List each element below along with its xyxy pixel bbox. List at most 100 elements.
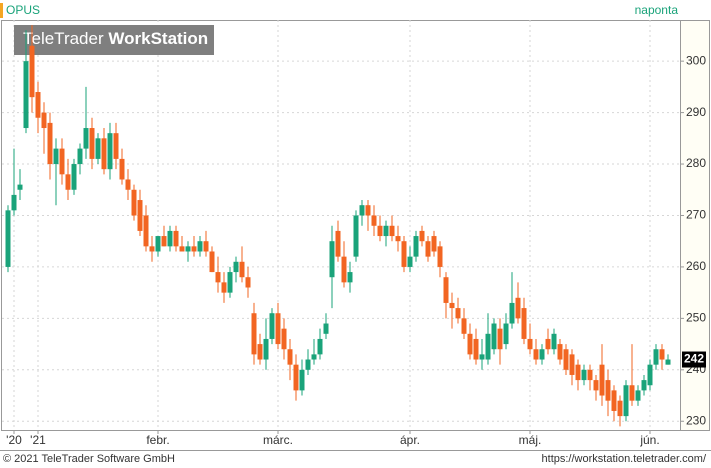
x-tick-label: ápr. xyxy=(400,433,420,447)
candle-body xyxy=(71,164,77,190)
candle-body xyxy=(365,205,371,216)
candle-body xyxy=(527,338,533,350)
candle-body xyxy=(491,323,497,350)
candle-body xyxy=(53,148,59,165)
candle-body xyxy=(95,138,101,159)
candle-body xyxy=(647,364,653,386)
candle-body xyxy=(23,61,29,129)
candle-body xyxy=(641,380,647,391)
candle-body xyxy=(569,354,575,375)
candle-body xyxy=(635,390,641,401)
candle-body xyxy=(287,349,293,365)
candle-body xyxy=(215,272,221,283)
candle-body xyxy=(155,236,161,252)
candle-body xyxy=(11,194,17,211)
candle-body xyxy=(293,364,299,391)
candle-body xyxy=(131,189,137,216)
grid xyxy=(2,20,680,430)
candle-body xyxy=(113,133,119,159)
y-tick-label: 260 xyxy=(686,259,706,273)
candle-body xyxy=(257,344,263,360)
candle-body xyxy=(89,128,95,159)
x-tick-label: máj. xyxy=(519,433,542,447)
candle-body xyxy=(425,241,431,257)
candle-body xyxy=(551,333,557,350)
candle-body xyxy=(197,241,203,252)
candle-body xyxy=(317,338,323,355)
x-tick-label: '20 xyxy=(6,433,22,447)
candle-body xyxy=(41,112,47,129)
candle-body xyxy=(5,210,11,267)
candle-body xyxy=(101,138,107,170)
candle-body xyxy=(563,349,569,370)
x-tick-label: febr. xyxy=(146,433,169,447)
candle-body xyxy=(353,215,359,257)
last-price-label: 242 xyxy=(684,352,704,366)
candle-body xyxy=(323,323,329,334)
candle-body xyxy=(521,308,527,339)
y-tick-label: 290 xyxy=(686,105,706,119)
candle-body xyxy=(479,354,485,360)
candle-body xyxy=(395,236,401,242)
candle-body xyxy=(251,313,257,355)
candle-body xyxy=(617,400,623,417)
watermark-b: WorkStation xyxy=(108,29,208,48)
candle-body xyxy=(437,246,443,267)
candle-body xyxy=(431,236,437,252)
watermark: TeleTrader WorkStation xyxy=(23,29,208,48)
candle-body xyxy=(383,225,389,237)
candle-body xyxy=(473,338,479,360)
candle-body xyxy=(329,241,335,278)
symbol-marker xyxy=(0,3,3,18)
candle-body xyxy=(209,251,215,273)
candle-body xyxy=(623,385,629,417)
candle-body xyxy=(509,302,515,324)
candle-body xyxy=(515,297,521,319)
candle-body xyxy=(377,225,383,237)
candle-body xyxy=(143,215,149,247)
candle-body xyxy=(83,128,89,149)
candle-body xyxy=(263,338,269,360)
candle-body xyxy=(77,148,83,165)
y-tick-label: 270 xyxy=(686,208,706,222)
candle-body xyxy=(281,328,287,350)
y-tick-label: 300 xyxy=(686,53,706,67)
candle-body xyxy=(533,349,539,360)
candle-body xyxy=(665,359,671,365)
candle-body xyxy=(599,364,605,396)
candle-body xyxy=(65,174,71,190)
candle-body xyxy=(47,122,53,165)
y-tick-label: 280 xyxy=(686,156,706,170)
candle-body xyxy=(305,359,311,370)
x-tick-label: '21 xyxy=(30,433,46,447)
candle-body xyxy=(629,385,635,401)
candle-body xyxy=(233,261,239,273)
candle-body xyxy=(413,236,419,257)
plot-frame xyxy=(1,20,681,431)
candle-body xyxy=(311,354,317,360)
candle-body xyxy=(359,205,365,216)
candle-body xyxy=(485,333,491,360)
candle-body xyxy=(185,246,191,252)
candle-body xyxy=(407,256,413,267)
interval: naponta xyxy=(635,3,679,17)
candle-body xyxy=(575,364,581,381)
x-tick-label: jún. xyxy=(639,433,659,447)
candle-body xyxy=(455,308,461,319)
candle-body xyxy=(347,272,353,283)
watermark-a: TeleTrader xyxy=(23,29,104,48)
y-tick-label: 230 xyxy=(686,413,706,427)
candle-body xyxy=(59,148,65,175)
candle-body xyxy=(269,313,275,339)
candle-body xyxy=(557,344,563,360)
candle-body xyxy=(35,92,41,118)
candle-body xyxy=(299,369,305,391)
candle-body xyxy=(167,230,173,247)
watermark-box xyxy=(14,25,214,55)
candle-body xyxy=(275,313,281,345)
candle-body xyxy=(461,318,467,334)
candle-body xyxy=(125,179,131,190)
candle-body xyxy=(605,380,611,401)
candle-body xyxy=(653,349,659,365)
